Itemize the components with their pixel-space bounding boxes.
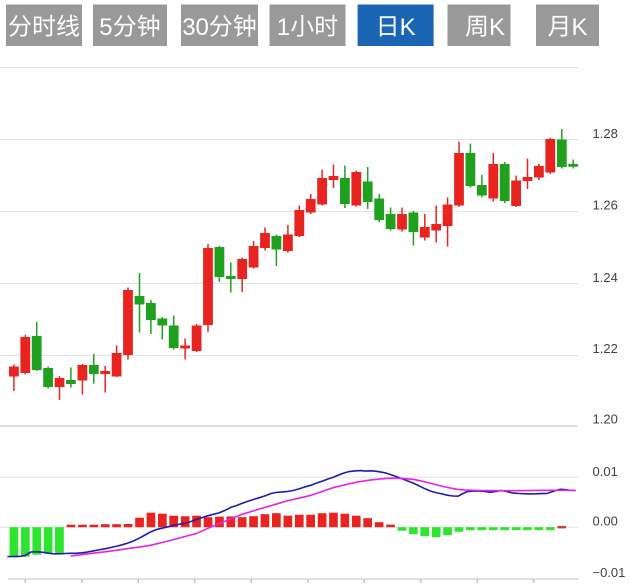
svg-text:K: K [489,14,505,41]
svg-text:1.20: 1.20 [593,412,618,427]
svg-text:−0.01: −0.01 [593,565,626,580]
svg-text:1.26: 1.26 [593,198,618,213]
svg-text:1: 1 [277,14,290,41]
svg-text:K: K [572,14,588,41]
svg-text:K: K [400,14,416,41]
svg-text:0.01: 0.01 [593,464,618,479]
svg-text:1.24: 1.24 [593,270,618,285]
svg-text:0.00: 0.00 [593,514,618,529]
svg-text:5: 5 [99,14,112,41]
svg-text:1.28: 1.28 [593,126,618,141]
svg-text:1.22: 1.22 [593,341,618,356]
svg-text:30: 30 [182,14,209,41]
